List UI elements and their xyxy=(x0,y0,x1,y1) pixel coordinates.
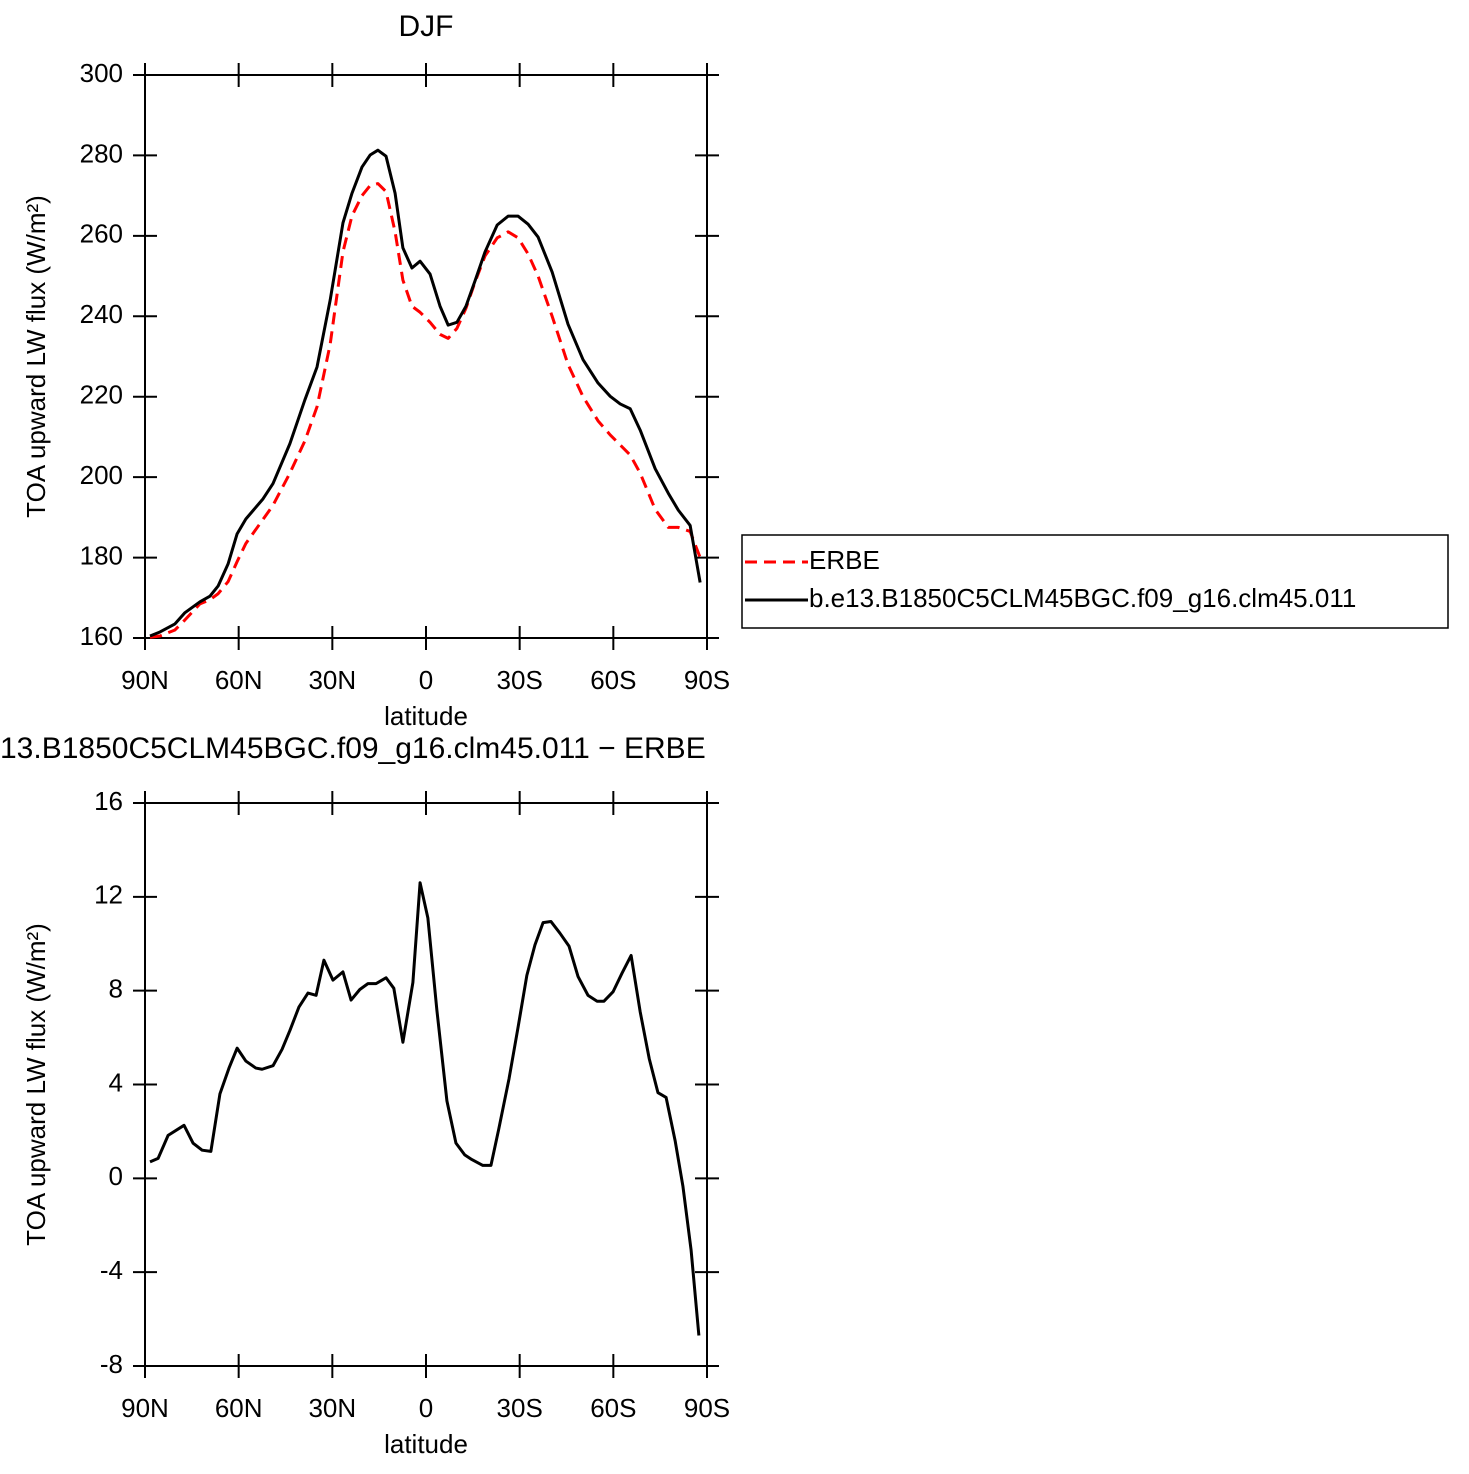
y-tick-label: 12 xyxy=(94,880,123,910)
y-tick-label: 220 xyxy=(80,380,123,410)
data-line xyxy=(149,881,701,1336)
y-tick-label: 280 xyxy=(80,138,123,168)
data-line xyxy=(149,148,702,638)
x-tick-label: 60S xyxy=(590,1393,636,1423)
y-tick-label: 8 xyxy=(109,974,123,1004)
legend-label: b.e13.B1850C5CLM45BGC.f09_g16.clm45.011 xyxy=(809,583,1356,613)
y-tick-label: -4 xyxy=(100,1255,123,1285)
x-tick-label: 60N xyxy=(215,665,263,695)
y-tick-label: -8 xyxy=(100,1349,123,1379)
x-axis-label: latitude xyxy=(384,1429,468,1459)
x-tick-label: 30N xyxy=(308,665,356,695)
x-tick-label: 0 xyxy=(419,665,433,695)
x-tick-label: 60N xyxy=(215,1393,263,1423)
x-tick-label: 30S xyxy=(497,665,543,695)
plot-frame xyxy=(144,802,708,1367)
x-tick-label: 30N xyxy=(308,1393,356,1423)
y-tick-label: 260 xyxy=(80,219,123,249)
y-tick-label: 180 xyxy=(80,540,123,570)
x-tick-label: 60S xyxy=(590,665,636,695)
plot-frame xyxy=(144,74,708,639)
y-tick-label: 16 xyxy=(94,786,123,816)
x-tick-label: 90S xyxy=(684,665,730,695)
x-tick-label: 90S xyxy=(684,1393,730,1423)
y-tick-label: 0 xyxy=(109,1161,123,1191)
x-tick-label: 90N xyxy=(121,1393,169,1423)
x-axis-label: latitude xyxy=(384,701,468,731)
y-tick-label: 200 xyxy=(80,460,123,490)
x-tick-label: 0 xyxy=(419,1393,433,1423)
x-tick-label: 30S xyxy=(497,1393,543,1423)
y-tick-label: 300 xyxy=(80,58,123,88)
data-line xyxy=(149,182,702,639)
chart-title: DJF xyxy=(399,10,454,43)
y-tick-label: 240 xyxy=(80,299,123,329)
y-tick-label: 160 xyxy=(80,621,123,651)
x-tick-label: 90N xyxy=(121,665,169,695)
legend-box xyxy=(741,534,1449,629)
y-axis-label: TOA upward LW flux (W/m²) xyxy=(21,195,51,518)
y-tick-label: 4 xyxy=(109,1067,123,1097)
legend-label: ERBE xyxy=(809,545,880,575)
chart-title: 13.B1850C5CLM45BGC.f09_g16.clm45.011 − E… xyxy=(0,732,706,765)
y-axis-label: TOA upward LW flux (W/m²) xyxy=(21,923,51,1246)
